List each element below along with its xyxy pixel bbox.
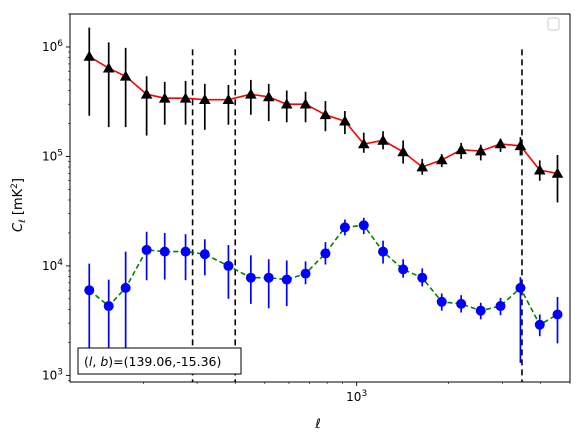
data-point: [262, 91, 275, 102]
y-tick-label: 106: [42, 39, 63, 54]
data-point: [102, 62, 115, 73]
data-point: [515, 282, 526, 293]
x-tick-label: 103: [346, 389, 367, 404]
data-point: [159, 246, 170, 257]
vertical-reference-lines: [191, 49, 523, 382]
data-point: [339, 115, 351, 126]
data-point: [280, 98, 293, 109]
data-point: [319, 109, 332, 120]
data-point: [495, 301, 506, 312]
data-point: [300, 268, 311, 279]
axis-ticks: 103 104 105 106 103: [42, 13, 571, 404]
series-layer: [83, 27, 564, 363]
data-point: [456, 298, 467, 309]
data-point: [245, 272, 256, 283]
data-point: [320, 248, 331, 259]
data-point: [281, 274, 292, 285]
annotation-text: (l, b)=(139.06,-15.36): [84, 354, 221, 369]
data-point: [245, 88, 257, 99]
data-point: [199, 249, 210, 260]
data-point: [83, 50, 96, 61]
data-point: [514, 140, 527, 151]
data-point: [263, 272, 274, 283]
data-point: [357, 138, 370, 149]
series-0: [83, 27, 564, 203]
data-point: [222, 93, 235, 105]
data-point: [339, 222, 350, 233]
data-point: [416, 161, 429, 172]
series-line: [88, 224, 558, 326]
data-point: [179, 92, 192, 103]
series-1: [84, 217, 563, 363]
data-point: [534, 319, 545, 330]
y-tick-label: 103: [42, 367, 63, 382]
data-point: [120, 282, 131, 293]
data-point: [223, 260, 234, 271]
data-point: [397, 146, 409, 157]
data-point: [103, 301, 114, 312]
data-point: [119, 70, 132, 81]
data-point: [199, 93, 211, 105]
data-point: [378, 246, 389, 257]
data-point: [180, 246, 191, 257]
data-point: [436, 296, 447, 307]
x-axis-label: ℓ: [314, 417, 320, 432]
data-point: [398, 264, 409, 275]
y-axis-label: Cℓ [mK2]: [10, 178, 28, 232]
data-point: [435, 154, 448, 165]
legend-frame: [547, 17, 560, 31]
data-point: [551, 167, 564, 178]
data-point: [474, 145, 487, 156]
data-point: [552, 309, 563, 320]
y-tick-label: 105: [42, 148, 63, 163]
data-point: [358, 220, 369, 231]
data-point: [475, 305, 486, 316]
data-point: [141, 244, 152, 255]
plot-area: [83, 27, 564, 382]
annotation-box: [77, 347, 242, 375]
data-point: [494, 138, 507, 149]
data-point: [377, 134, 389, 145]
data-point: [417, 272, 428, 283]
coordinate-annotation: (l, b)=(139.06,-15.36): [77, 347, 242, 375]
data-point: [84, 285, 95, 296]
data-point: [533, 164, 546, 175]
data-point: [455, 143, 467, 155]
data-point: [140, 88, 153, 99]
plot-frame: [69, 13, 571, 383]
legend: [547, 17, 560, 31]
data-point: [299, 98, 312, 109]
data-point: [158, 92, 171, 103]
y-tick-label: 104: [42, 258, 63, 273]
